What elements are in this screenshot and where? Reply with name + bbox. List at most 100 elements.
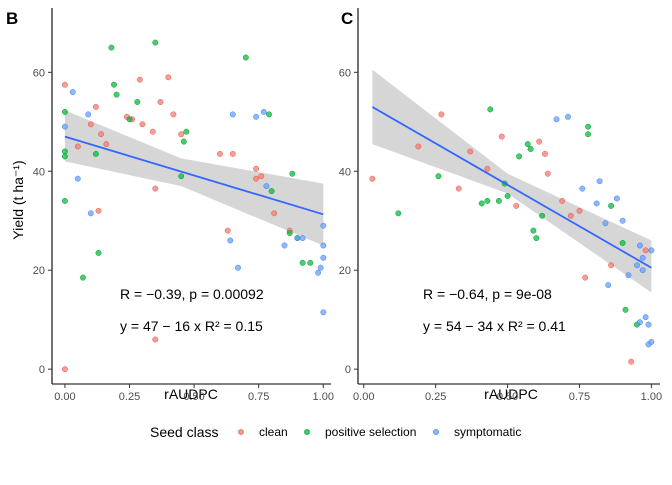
point-clean-c [513, 202, 520, 209]
point-positive-selection-c [484, 197, 491, 204]
point-positive-selection-b [268, 188, 275, 195]
point-positive-selection-c [619, 240, 626, 246]
point-clean-b [170, 111, 177, 118]
point-positive-selection-b [95, 249, 102, 256]
y-tick-label-b: 60 [33, 67, 45, 79]
point-clean-c [628, 358, 635, 365]
point-positive-selection-b [183, 128, 190, 135]
point-positive-selection-c [527, 146, 534, 152]
point-clean-b [92, 103, 99, 110]
point-clean-b [165, 74, 172, 81]
point-clean-c [576, 207, 583, 214]
point-clean-c [498, 133, 505, 140]
point-symptomatic-c [593, 200, 600, 207]
x-tick-label-b: 0.75 [248, 391, 269, 403]
point-clean-b [74, 143, 81, 150]
point-positive-selection-b [286, 230, 293, 237]
point-positive-selection-c [622, 306, 629, 313]
point-positive-selection-b [242, 54, 249, 61]
point-clean-c [567, 212, 574, 219]
point-positive-selection-c [539, 212, 546, 219]
point-clean-c [582, 274, 589, 281]
point-clean-c [369, 175, 376, 182]
point-positive-selection-b [61, 197, 68, 204]
point-clean-b [103, 141, 110, 148]
point-positive-selection-c [530, 227, 537, 234]
point-clean-b [61, 81, 68, 88]
point-symptomatic-b [281, 242, 288, 249]
point-symptomatic-c [602, 220, 609, 227]
point-symptomatic-c [553, 116, 560, 123]
point-symptomatic-b [227, 237, 234, 244]
point-symptomatic-c [636, 319, 643, 326]
point-symptomatic-b [61, 123, 68, 130]
point-symptomatic-c [605, 282, 612, 289]
point-positive-selection-c [395, 210, 402, 217]
y-tick-label-c: 40 [339, 166, 351, 178]
point-symptomatic-b [320, 222, 327, 229]
regression-line-c [371, 106, 652, 269]
panel-b: 0 20 40 60 0.00 0.25 0.50 0.75 1.00 R = −0.39, p … [33, 8, 334, 403]
point-symptomatic-c [625, 272, 632, 279]
point-symptomatic-b [229, 111, 236, 118]
point-symptomatic-b [69, 89, 76, 96]
x-tick-label-c: 0.75 [569, 391, 590, 403]
point-symptomatic-c [613, 195, 620, 202]
point-positive-selection-c [608, 202, 615, 209]
point-positive-selection-b [178, 173, 185, 180]
point-clean-b [87, 121, 94, 128]
point-clean-b [258, 173, 265, 180]
x-tick-label-b: 0.25 [119, 391, 140, 403]
point-positive-selection-c [585, 131, 592, 138]
point-symptomatic-b [317, 264, 324, 271]
y-axis-title: Yield (t ha⁻¹) [10, 160, 26, 239]
point-clean-b [152, 336, 159, 343]
x-tick-label-b: 0.50 [183, 391, 204, 403]
point-positive-selection-c [585, 123, 592, 130]
point-positive-selection-b [92, 150, 99, 157]
point-clean-b [61, 366, 68, 373]
point-positive-selection-b [61, 108, 68, 115]
point-symptomatic-b [263, 183, 270, 190]
point-clean-c [544, 170, 551, 177]
point-symptomatic-b [87, 210, 94, 217]
point-positive-selection-b [113, 91, 120, 98]
point-clean-b [98, 131, 105, 138]
point-clean-b [157, 99, 164, 105]
legend-label-clean: clean [259, 425, 288, 439]
legend-key-symptomatic [433, 429, 439, 435]
point-positive-selection-b [134, 99, 141, 105]
point-symptomatic-b [299, 235, 306, 242]
point-symptomatic-b [320, 242, 327, 249]
x-tick-label-c: 0.00 [353, 391, 374, 403]
x-tick-label-c: 1.00 [641, 391, 662, 403]
point-symptomatic-c [634, 262, 640, 269]
point-clean-c [608, 262, 615, 269]
point-positive-selection-b [266, 111, 272, 118]
point-positive-selection-c [487, 106, 494, 113]
x-tick-label-c: 0.25 [425, 391, 446, 403]
y-tick-label-c: 60 [339, 67, 351, 79]
y-tick-label-c: 0 [345, 364, 351, 376]
point-clean-c [467, 148, 474, 155]
panel-tag-b: B [6, 9, 18, 28]
legend-label-positive-selection: positive selection [325, 425, 416, 439]
confidence-band-c [372, 69, 652, 293]
point-clean-c [484, 165, 491, 172]
point-clean-b [136, 76, 143, 83]
point-clean-c [542, 150, 548, 157]
point-symptomatic-b [74, 175, 81, 182]
point-clean-b [178, 131, 185, 138]
point-symptomatic-c [645, 321, 652, 328]
annotation-r-b: R = −0.39, p = 0.00092 [120, 286, 264, 302]
point-clean-c [455, 185, 462, 192]
point-clean-b [229, 150, 236, 157]
point-clean-b [149, 128, 156, 135]
point-positive-selection-c [504, 193, 511, 199]
point-symptomatic-c [648, 247, 655, 254]
point-symptomatic-b [253, 113, 260, 120]
point-symptomatic-c [648, 338, 655, 345]
legend-key-positive-selection [304, 429, 310, 435]
